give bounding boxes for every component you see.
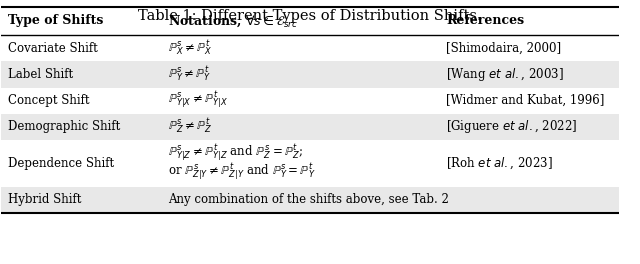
Text: Notations, $\forall s \in \mathcal{E}_{src}$: Notations, $\forall s \in \mathcal{E}_{s… [168,13,298,29]
Text: Concept Shift: Concept Shift [8,94,89,107]
Text: Type of Shifts: Type of Shifts [8,15,103,27]
Text: $\mathbb{P}^s_Z \neq \mathbb{P}^t_Z$: $\mathbb{P}^s_Z \neq \mathbb{P}^t_Z$ [168,117,212,136]
Text: [Shimodaira, 2000]: [Shimodaira, 2000] [446,42,561,55]
Text: $\mathbb{P}^s_{Y|X} \neq \mathbb{P}^t_{Y|X}$: $\mathbb{P}^s_{Y|X} \neq \mathbb{P}^t_{Y… [168,90,228,111]
Text: or $\mathbb{P}^s_{Z|Y} \neq \mathbb{P}^t_{Z|Y}$ and $\mathbb{P}^s_Y = \mathbb{P}: or $\mathbb{P}^s_{Z|Y} \neq \mathbb{P}^t… [168,162,316,183]
Bar [1,62,619,88]
Text: $\mathbb{P}^s_X \neq \mathbb{P}^t_X$: $\mathbb{P}^s_X \neq \mathbb{P}^t_X$ [168,39,212,58]
Text: Hybrid Shift: Hybrid Shift [8,194,81,206]
Text: [Giguere $\it{et~al.}$, 2022]: [Giguere $\it{et~al.}$, 2022] [446,118,577,135]
Text: $\mathbb{P}^s_Y \neq \mathbb{P}^t_Y$: $\mathbb{P}^s_Y \neq \mathbb{P}^t_Y$ [168,65,212,84]
Text: [Widmer and Kubat, 1996]: [Widmer and Kubat, 1996] [446,94,605,107]
Text: Table 1: Different Types of Distribution Shifts.: Table 1: Different Types of Distribution… [138,9,482,23]
Text: [Wang $\it{et~al.}$, 2003]: [Wang $\it{et~al.}$, 2003] [446,66,564,83]
Text: Demographic Shift: Demographic Shift [8,120,120,133]
Text: Dependence Shift: Dependence Shift [8,157,114,170]
Text: Label Shift: Label Shift [8,68,73,81]
Text: Covariate Shift: Covariate Shift [8,42,97,55]
Text: $\mathbb{P}^s_{Y|Z} \neq \mathbb{P}^t_{Y|Z}$ and $\mathbb{P}^s_Z = \mathbb{P}^t_: $\mathbb{P}^s_{Y|Z} \neq \mathbb{P}^t_{Y… [168,143,303,164]
Bar [1,187,619,213]
Text: References: References [446,15,524,27]
Text: [Roh $\it{et~al.}$, 2023]: [Roh $\it{et~al.}$, 2023] [446,155,553,171]
Bar [1,114,619,140]
Text: Any combination of the shifts above, see Tab. 2: Any combination of the shifts above, see… [168,194,449,206]
